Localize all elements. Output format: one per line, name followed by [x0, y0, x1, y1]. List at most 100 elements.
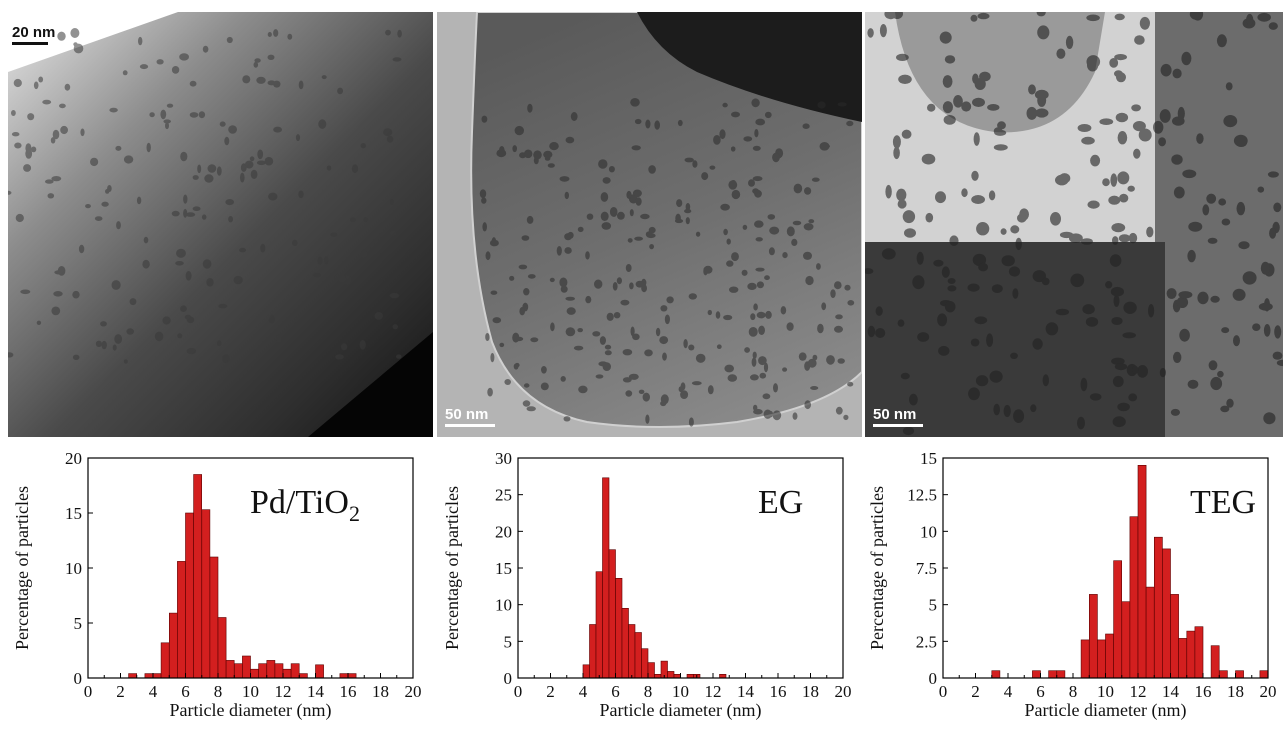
particle-blob — [1037, 93, 1047, 107]
histogram-bar — [144, 673, 154, 679]
particle-blob — [1123, 301, 1137, 314]
particle-blob — [972, 73, 979, 84]
histogram-bar — [667, 671, 675, 679]
particle-blob — [335, 354, 344, 360]
particle-blob — [101, 340, 107, 350]
particle-blob — [978, 262, 988, 272]
particle-blob — [1111, 357, 1125, 365]
particle-blob — [267, 32, 272, 37]
histogram-bar — [1259, 670, 1269, 679]
histogram-bar — [1145, 586, 1155, 679]
x-tick-label: 10 — [1097, 682, 1114, 701]
particle-blob — [292, 239, 298, 246]
particle-blob — [719, 129, 726, 140]
particle-blob — [758, 356, 767, 366]
particle-blob — [1269, 227, 1277, 239]
particle-blob — [527, 274, 536, 279]
histogram-bar — [177, 561, 186, 679]
particle-blob — [1080, 238, 1093, 245]
particle-blob — [843, 414, 849, 421]
histogram-bar — [1186, 630, 1196, 679]
particle-blob — [909, 393, 918, 406]
particle-blob — [1102, 178, 1110, 187]
particle-blob — [975, 375, 989, 387]
particle-blob — [244, 160, 254, 169]
particle-blob — [122, 70, 128, 76]
particle-blob — [239, 247, 247, 253]
micrograph-eg: 50 nm — [437, 12, 862, 437]
scale-bar-eg: 50 nm — [445, 406, 495, 427]
particle-blob — [937, 313, 948, 327]
particle-blob — [835, 314, 843, 320]
particle-blob — [1132, 121, 1146, 132]
particle-blob — [729, 286, 739, 293]
particle-blob — [768, 247, 775, 256]
particle-blob — [267, 54, 275, 60]
particle-blob — [114, 334, 123, 344]
particle-blob — [602, 177, 611, 184]
particle-blob — [1159, 109, 1171, 123]
chart-eg: EG 0 2 4 6 8 10 12 14 16 18 20 0 5 10 15 20 25 30 Particle… — [440, 445, 855, 740]
particle-blob — [225, 199, 234, 206]
particle-blob — [13, 78, 22, 88]
particle-blob — [1013, 409, 1025, 423]
particle-blob — [759, 372, 767, 379]
particle-blob — [875, 328, 886, 338]
particle-blob — [817, 323, 824, 334]
particle-blob — [290, 315, 297, 324]
particle-blob — [1268, 22, 1278, 30]
particle-blob — [547, 163, 555, 168]
particle-blob — [116, 221, 121, 230]
histogram-bar — [1129, 516, 1139, 679]
histogram-bar — [347, 673, 357, 679]
particle-blob — [646, 233, 656, 239]
particle-blob — [649, 244, 654, 250]
particle-blob — [51, 306, 61, 316]
particle-blob — [1008, 266, 1021, 277]
histogram-bar — [582, 664, 590, 679]
particle-blob — [989, 370, 1003, 383]
particle-blob — [8, 190, 12, 195]
chart-teg: TEG 0 2 4 6 8 10 12 14 16 18 20 0 2.5 5 7.5 10 12.5 15 Par… — [865, 445, 1280, 740]
particle-blob — [204, 174, 214, 183]
particle-blob — [1242, 271, 1257, 285]
y-tick-label: 10 — [920, 522, 937, 541]
particle-blob — [1112, 375, 1124, 388]
particle-blob — [835, 406, 843, 415]
x-tick-label: 16 — [340, 682, 357, 701]
particle-blob — [50, 137, 56, 144]
particle-blob — [1042, 374, 1049, 387]
particle-blob — [268, 318, 274, 323]
y-tick-label: 10 — [495, 596, 512, 615]
y-tick-label: 30 — [495, 449, 512, 468]
particle-blob — [228, 216, 234, 223]
x-tick-label: 0 — [514, 682, 523, 701]
particle-blob — [573, 345, 584, 351]
particle-blob — [207, 164, 217, 173]
particle-blob — [629, 282, 634, 290]
particle-blob — [1252, 323, 1261, 332]
particle-blob — [524, 149, 533, 159]
particle-blob — [692, 160, 698, 168]
chart-title: EG — [758, 484, 803, 521]
particle-blob — [865, 268, 874, 275]
particle-blob — [1012, 288, 1019, 299]
x-tick-label: 6 — [611, 682, 620, 701]
particle-blob — [359, 340, 366, 350]
particle-blob — [1109, 254, 1122, 267]
particle-blob — [632, 333, 640, 341]
histogram-bar — [290, 663, 300, 679]
x-tick-label: 8 — [214, 682, 223, 701]
particle-blob — [518, 264, 528, 270]
particle-blob — [1182, 169, 1197, 179]
particle-blob — [810, 386, 819, 390]
particle-blob — [80, 128, 85, 137]
particle-blob — [1202, 204, 1210, 216]
particle-blob — [1045, 322, 1059, 336]
particle-blob — [242, 75, 251, 84]
particle-blob — [768, 410, 774, 418]
particle-blob — [961, 101, 972, 112]
particle-blob — [625, 264, 632, 272]
particle-blob — [756, 311, 766, 319]
particle-blob — [655, 327, 661, 337]
